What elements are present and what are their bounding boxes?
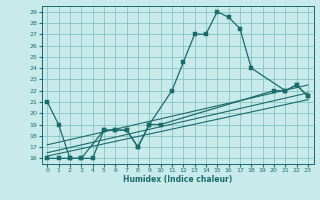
X-axis label: Humidex (Indice chaleur): Humidex (Indice chaleur) (123, 175, 232, 184)
